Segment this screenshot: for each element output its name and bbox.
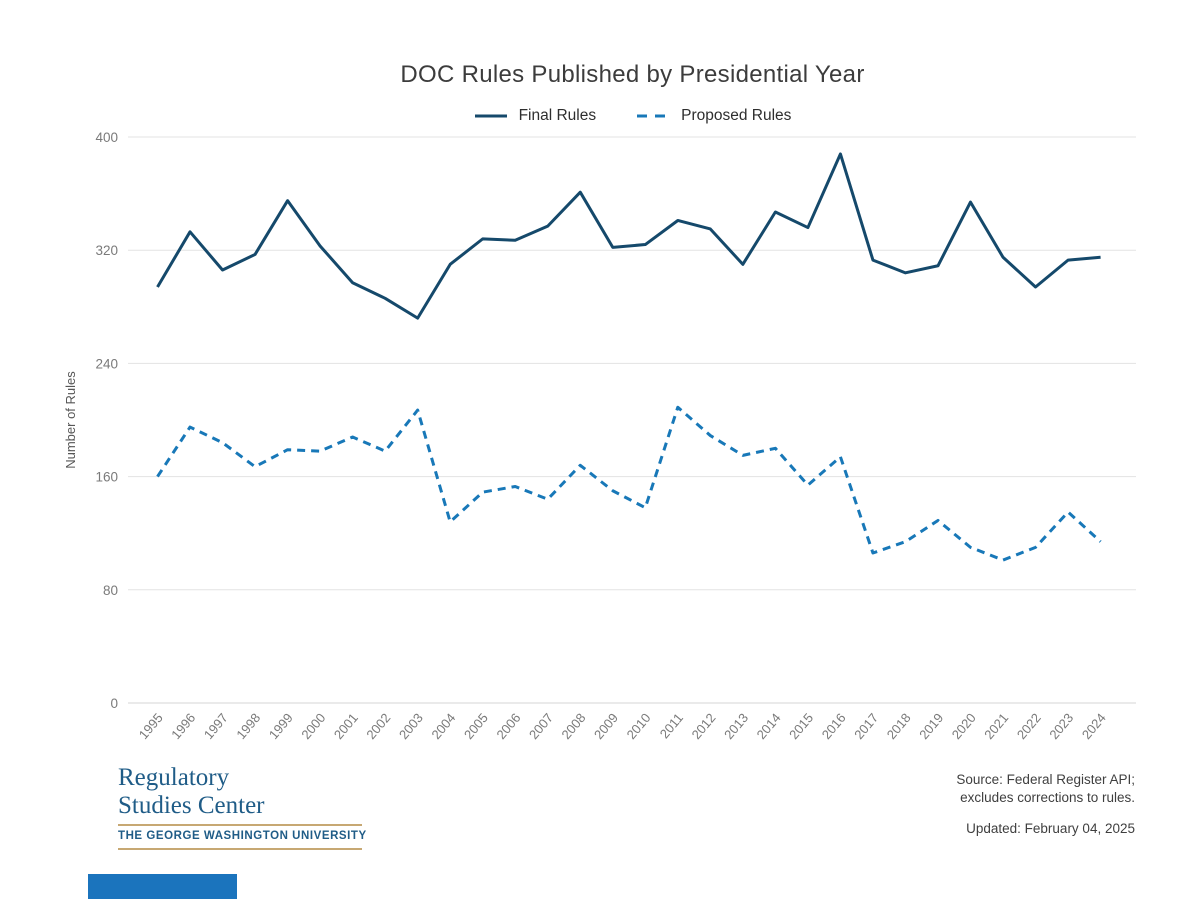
final-rules-line — [156, 152, 1101, 320]
x-tick-label: 2021 — [981, 710, 1011, 742]
y-tick-label: 0 — [110, 696, 118, 711]
y-tick-label: 160 — [95, 470, 118, 485]
logo-gold-rule-top — [118, 824, 362, 826]
x-tick-label: 2015 — [786, 710, 816, 742]
legend-label-final-rules: Final Rules — [518, 107, 597, 124]
x-tick-label: 2010 — [624, 710, 654, 742]
source-line-2: excludes corrections to rules. — [960, 790, 1135, 805]
proposed-rules-line-swatch-icon — [637, 114, 670, 118]
logo-line-gwu: THE GEORGE WASHINGTON UNIVERSITY — [118, 830, 367, 842]
x-tick-label: 2000 — [298, 710, 328, 742]
x-tick-label: 2019 — [916, 710, 946, 742]
x-tick-label: 2016 — [819, 710, 849, 742]
chart-title: DOC Rules Published by Presidential Year — [400, 61, 865, 88]
x-tick-label: 2013 — [721, 710, 751, 742]
x-tick-label: 2004 — [428, 710, 458, 742]
source-line-1: Source: Federal Register API; — [956, 772, 1135, 787]
y-tick-label: 320 — [95, 243, 118, 258]
proposed-rules-line — [156, 405, 1102, 562]
x-tick-label: 2017 — [851, 710, 881, 742]
y-axis-title: Number of Rules — [63, 371, 78, 469]
x-tick-label: 1999 — [266, 710, 296, 742]
final-rules-line-swatch-icon — [474, 114, 507, 118]
x-tick-label: 2005 — [461, 710, 491, 742]
x-tick-label: 2023 — [1046, 710, 1076, 742]
x-tick-label: 2006 — [493, 710, 523, 742]
x-tick-label: 1997 — [201, 710, 231, 742]
y-tick-label: 80 — [103, 583, 118, 598]
chart-legend: Final Rules Proposed Rules — [65, 107, 1200, 125]
x-tick-label: 1995 — [136, 710, 166, 742]
logo-line-studies-center: Studies Center — [118, 792, 265, 819]
logo-gold-rule-bottom — [118, 848, 362, 850]
source-note: Source: Federal Register API; excludes c… — [715, 771, 1135, 838]
x-tick-label: 2008 — [558, 710, 588, 742]
x-tick-label: 2024 — [1079, 710, 1109, 742]
x-tick-label: 2020 — [949, 710, 979, 742]
x-tick-label: 2003 — [396, 710, 426, 742]
x-tick-label: 1996 — [168, 710, 198, 742]
x-tick-label: 1998 — [233, 710, 263, 742]
updated-date: Updated: February 04, 2025 — [966, 821, 1135, 836]
x-tick-label: 2018 — [884, 710, 914, 742]
legend-item-proposed-rules: Proposed Rules — [636, 107, 791, 125]
x-tick-label: 2014 — [754, 710, 784, 742]
x-tick-label: 2012 — [689, 710, 719, 742]
x-tick-label: 2002 — [363, 710, 393, 742]
y-tick-label: 400 — [95, 130, 118, 145]
x-tick-label: 2011 — [657, 710, 686, 741]
logo-line-regulatory: Regulatory — [118, 764, 230, 791]
x-tick-label: 2009 — [591, 710, 621, 742]
x-tick-label: 2001 — [331, 710, 361, 742]
x-tick-label: 2022 — [1014, 710, 1044, 742]
x-tick-label: 2007 — [526, 710, 556, 742]
legend-item-final-rules: Final Rules — [474, 107, 597, 125]
footer-accent-bar — [88, 874, 237, 899]
legend-label-proposed-rules: Proposed Rules — [681, 107, 792, 124]
y-tick-label: 240 — [95, 356, 118, 371]
regulatory-studies-center-logo: Regulatory Studies Center THE GEORGE WAS… — [118, 764, 367, 853]
